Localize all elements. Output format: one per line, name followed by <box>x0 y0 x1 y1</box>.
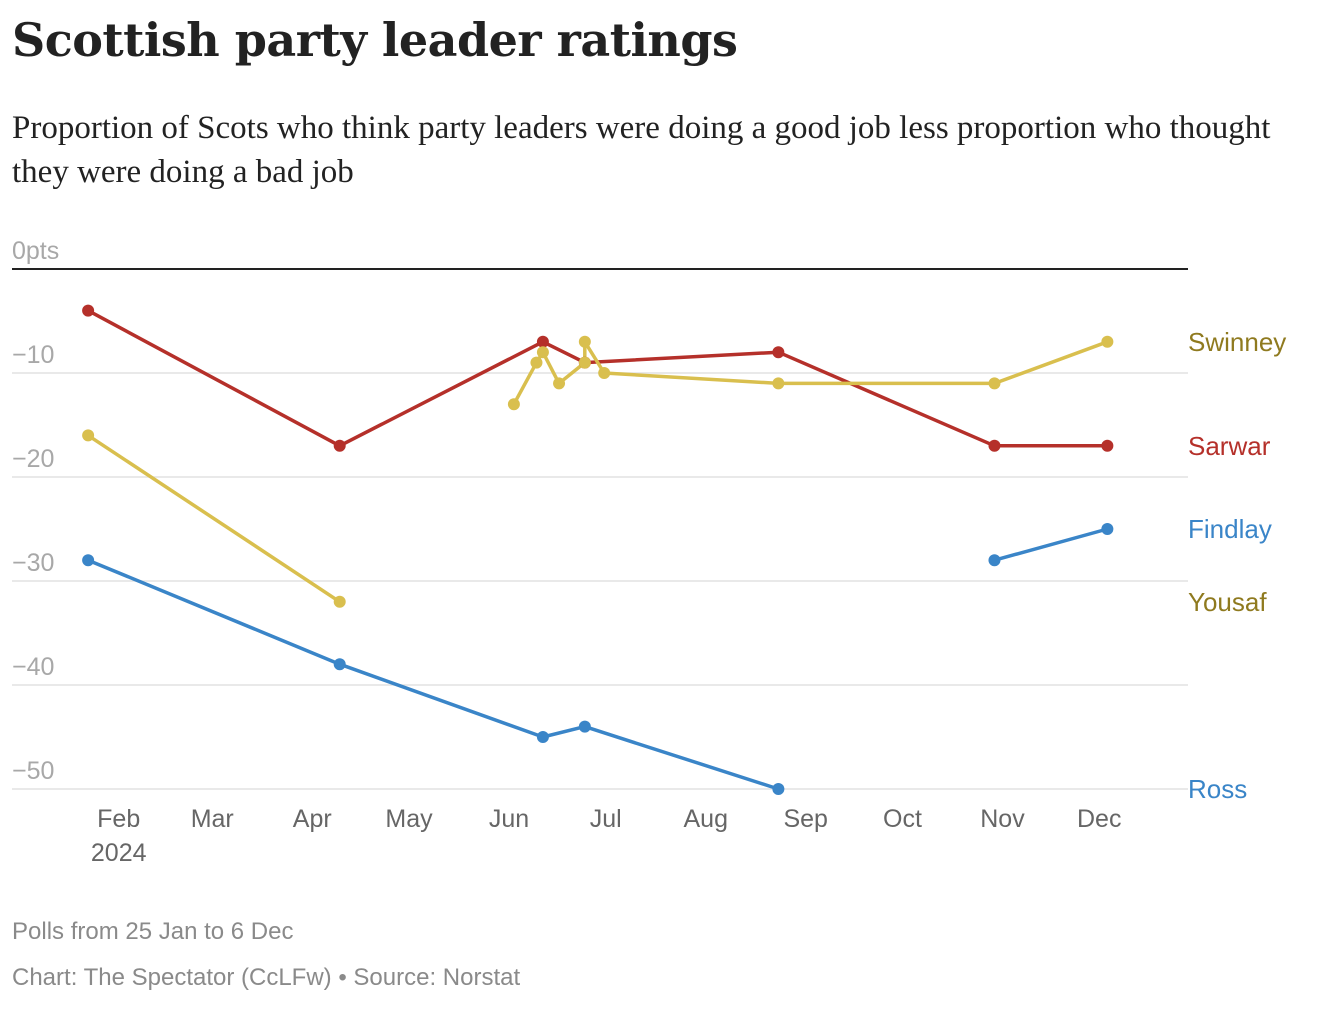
data-point-ross <box>772 783 785 795</box>
chart-notes: Polls from 25 Jan to 6 Dec <box>12 918 294 945</box>
series-label-swinney: Swinney <box>1188 327 1286 357</box>
x-tick-label: Aug <box>683 805 727 833</box>
data-point-findlay <box>1101 523 1114 535</box>
series-line-findlay <box>992 527 1110 562</box>
data-point-findlay <box>988 554 1001 567</box>
series-line-sarwar <box>86 308 1110 448</box>
data-point-yousaf <box>333 595 346 608</box>
y-tick-label: −10 <box>12 341 54 369</box>
series-label-findlay: Findlay <box>1188 514 1272 544</box>
data-point-sarwar <box>536 335 549 348</box>
line-chart: 0pts −10 −20 −30 −40 −50 Feb 2024 Mar Apr May Jun J… <box>12 237 1286 867</box>
data-point-swinney <box>578 356 591 369</box>
series-points <box>82 304 1114 795</box>
chart-title: Scottish party leader ratings <box>12 13 738 67</box>
x-tick-label: Feb <box>97 805 140 833</box>
series-label-ross: Ross <box>1188 774 1247 804</box>
data-point-ross <box>82 554 95 567</box>
x-tick-sublabel: 2024 <box>91 839 147 867</box>
y-tick-label: 0pts <box>12 237 59 265</box>
series-label-sarwar: Sarwar <box>1188 431 1271 461</box>
data-point-swinney <box>507 398 520 411</box>
chart-credit: Chart: The Spectator (CcLFw) • Source: N… <box>12 964 521 991</box>
data-point-swinney <box>536 346 549 359</box>
x-tick-label: May <box>385 805 433 833</box>
gridlines <box>12 268 1188 790</box>
data-point-swinney <box>988 377 1001 390</box>
data-point-ross <box>578 720 591 733</box>
y-tick-label: −20 <box>12 445 54 473</box>
data-point-ross <box>536 731 549 743</box>
series-line-swinney <box>512 340 1110 406</box>
data-point-sarwar <box>333 439 346 452</box>
y-axis-labels: 0pts −10 −20 −30 −40 −50 <box>12 237 59 785</box>
data-point-yousaf <box>82 429 95 442</box>
series-lines <box>86 308 1110 791</box>
x-tick-label: Oct <box>883 805 922 833</box>
y-tick-label: −40 <box>12 653 54 681</box>
data-point-swinney <box>553 377 566 390</box>
data-point-swinney <box>772 377 785 390</box>
x-axis-labels: Feb 2024 Mar Apr May Jun Jul Aug Sep Oct Nov Dec <box>91 805 1122 867</box>
data-point-swinney <box>1101 335 1114 348</box>
data-point-swinney <box>598 367 611 379</box>
x-tick-label: Jul <box>590 805 622 833</box>
x-tick-label: Dec <box>1077 805 1121 833</box>
data-point-swinney <box>530 356 543 369</box>
series-line-ross <box>86 558 781 791</box>
x-tick-label: Nov <box>980 805 1025 833</box>
y-tick-label: −50 <box>12 757 54 785</box>
x-tick-label: Apr <box>293 805 332 833</box>
data-point-sarwar <box>82 304 95 317</box>
data-point-sarwar <box>1101 439 1114 452</box>
data-point-ross <box>333 658 346 671</box>
data-point-sarwar <box>988 439 1001 452</box>
series-labels: Sarwar Yousaf Swinney Ross Findlay <box>1188 327 1286 804</box>
x-tick-label: Jun <box>489 805 529 833</box>
x-tick-label: Sep <box>783 805 827 833</box>
y-tick-label: −30 <box>12 549 54 577</box>
series-label-yousaf: Yousaf <box>1188 587 1267 617</box>
data-point-swinney <box>578 335 591 348</box>
series-line-yousaf <box>86 433 342 604</box>
data-point-sarwar <box>772 346 785 359</box>
chart-subtitle: Proportion of Scots who think party lead… <box>12 110 1271 190</box>
x-tick-label: Mar <box>191 805 234 833</box>
